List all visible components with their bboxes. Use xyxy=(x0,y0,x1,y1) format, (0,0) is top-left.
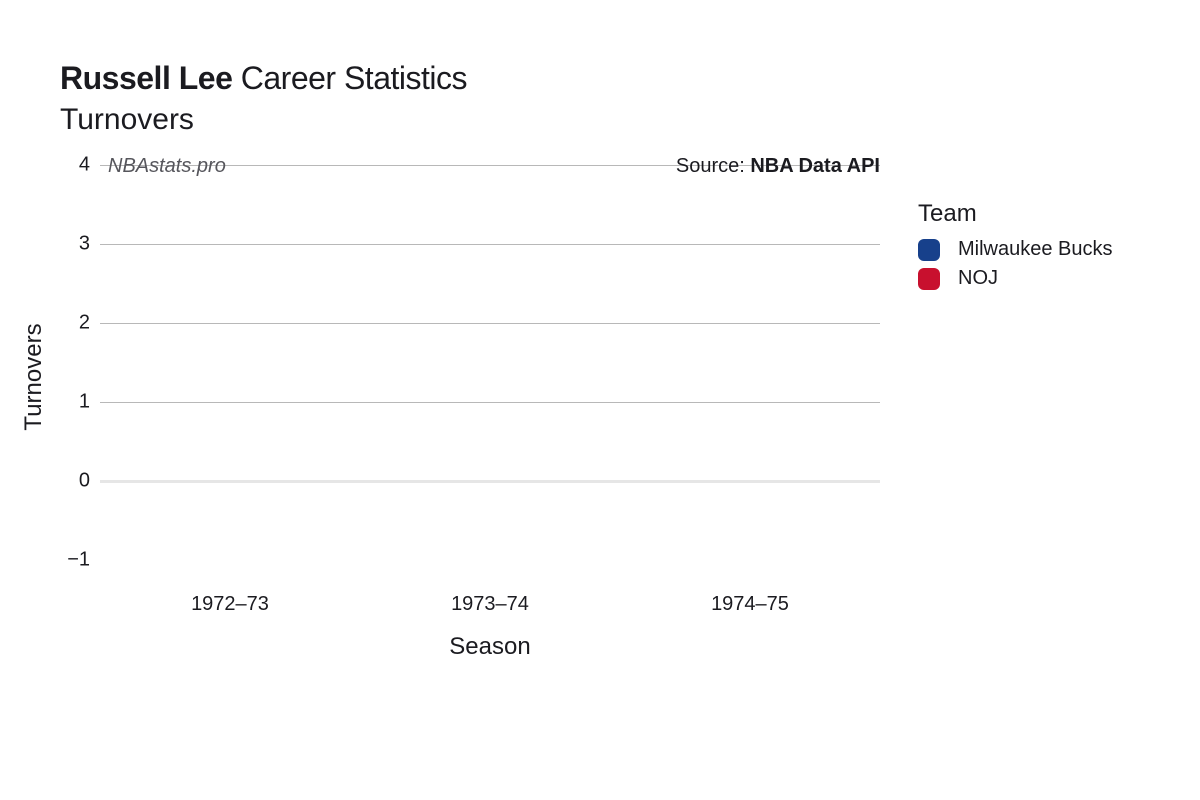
plot-area: −101234NBAstats.proSource: NBA Data API1… xyxy=(100,165,880,560)
x-tick-label: 1974–75 xyxy=(711,593,789,616)
gridline xyxy=(100,402,880,403)
chart-subtitle: Turnovers xyxy=(60,103,467,137)
title-block: Russell Lee Career Statistics Turnovers xyxy=(60,60,467,137)
source-attribution: Source: NBA Data API xyxy=(676,155,880,178)
legend-title: Team xyxy=(918,200,1113,228)
title-suffix: Career Statistics xyxy=(232,60,467,96)
y-tick-label: 3 xyxy=(30,233,90,256)
player-name: Russell Lee xyxy=(60,60,232,96)
y-tick-label: 4 xyxy=(30,154,90,177)
legend-label: NOJ xyxy=(958,267,998,290)
y-axis-title: Turnovers xyxy=(20,323,48,430)
legend: Team Milwaukee Bucks NOJ xyxy=(918,200,1113,296)
legend-swatch xyxy=(918,268,940,290)
y-tick-label: 0 xyxy=(30,470,90,493)
source-name: NBA Data API xyxy=(750,155,880,177)
legend-item: Milwaukee Bucks xyxy=(918,238,1113,261)
y-tick-label: −1 xyxy=(30,549,90,572)
x-tick-label: 1973–74 xyxy=(451,593,529,616)
chart-canvas: Russell Lee Career Statistics Turnovers … xyxy=(0,0,1200,800)
gridline xyxy=(100,244,880,245)
chart-title: Russell Lee Career Statistics xyxy=(60,60,467,97)
zero-line xyxy=(100,480,880,483)
watermark: NBAstats.pro xyxy=(108,155,226,178)
legend-label: Milwaukee Bucks xyxy=(958,238,1113,261)
gridline xyxy=(100,323,880,324)
x-tick-label: 1972–73 xyxy=(191,593,269,616)
source-prefix: Source: xyxy=(676,155,750,177)
legend-swatch xyxy=(918,239,940,261)
legend-item: NOJ xyxy=(918,267,1113,290)
x-axis-title: Season xyxy=(449,633,530,661)
